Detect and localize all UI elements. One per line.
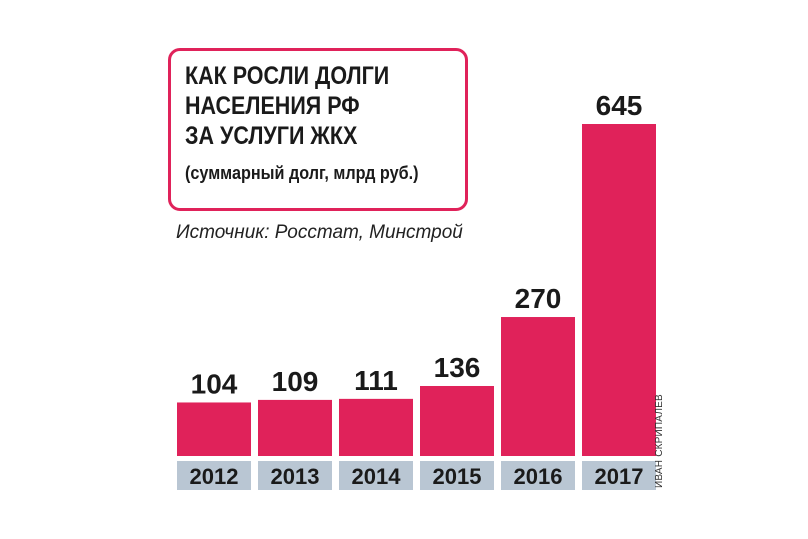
bar-2013 xyxy=(258,399,332,456)
tick-label-2014: 2014 xyxy=(352,464,402,489)
data-label-2017: 645 xyxy=(596,90,643,121)
chart-subtitle: (суммарный долг, млрд руб.) xyxy=(185,163,419,183)
bar-2015 xyxy=(420,385,494,456)
bar-2012 xyxy=(177,402,251,456)
bar-2017 xyxy=(582,124,656,456)
data-label-2013: 109 xyxy=(272,366,319,397)
tick-label-2015: 2015 xyxy=(433,464,482,489)
data-label-2015: 136 xyxy=(434,352,481,383)
data-label-2016: 270 xyxy=(515,283,562,314)
data-label-2014: 111 xyxy=(354,365,398,396)
data-label-2012: 104 xyxy=(191,368,238,399)
chart-title-line-2: НАСЕЛЕНИЯ РФ xyxy=(185,92,360,120)
year-box-2013 xyxy=(258,461,332,490)
bar-2016 xyxy=(501,317,575,456)
chart-title-line-3: ЗА УСЛУГИ ЖКХ xyxy=(185,122,358,150)
year-box-2012 xyxy=(177,461,251,490)
title-box: КАК РОСЛИ ДОЛГИ НАСЕЛЕНИЯ РФ ЗА УСЛУГИ Ж… xyxy=(168,48,468,211)
year-box-2016 xyxy=(501,461,575,490)
year-box-2014 xyxy=(339,461,413,490)
source-note: Источник: Росстат, Минстрой xyxy=(176,222,463,243)
year-box-2017 xyxy=(582,461,656,490)
tick-label-2017: 2017 xyxy=(595,464,644,489)
tick-label-2012: 2012 xyxy=(190,464,239,489)
year-box-2015 xyxy=(420,461,494,490)
tick-label-2016: 2016 xyxy=(514,464,563,489)
author-credit: ИВАН СКРИПАЛЕВ xyxy=(654,394,665,488)
bar-2014 xyxy=(339,398,413,456)
tick-label-2013: 2013 xyxy=(271,464,320,489)
chart-title-line-1: КАК РОСЛИ ДОЛГИ xyxy=(185,62,390,90)
